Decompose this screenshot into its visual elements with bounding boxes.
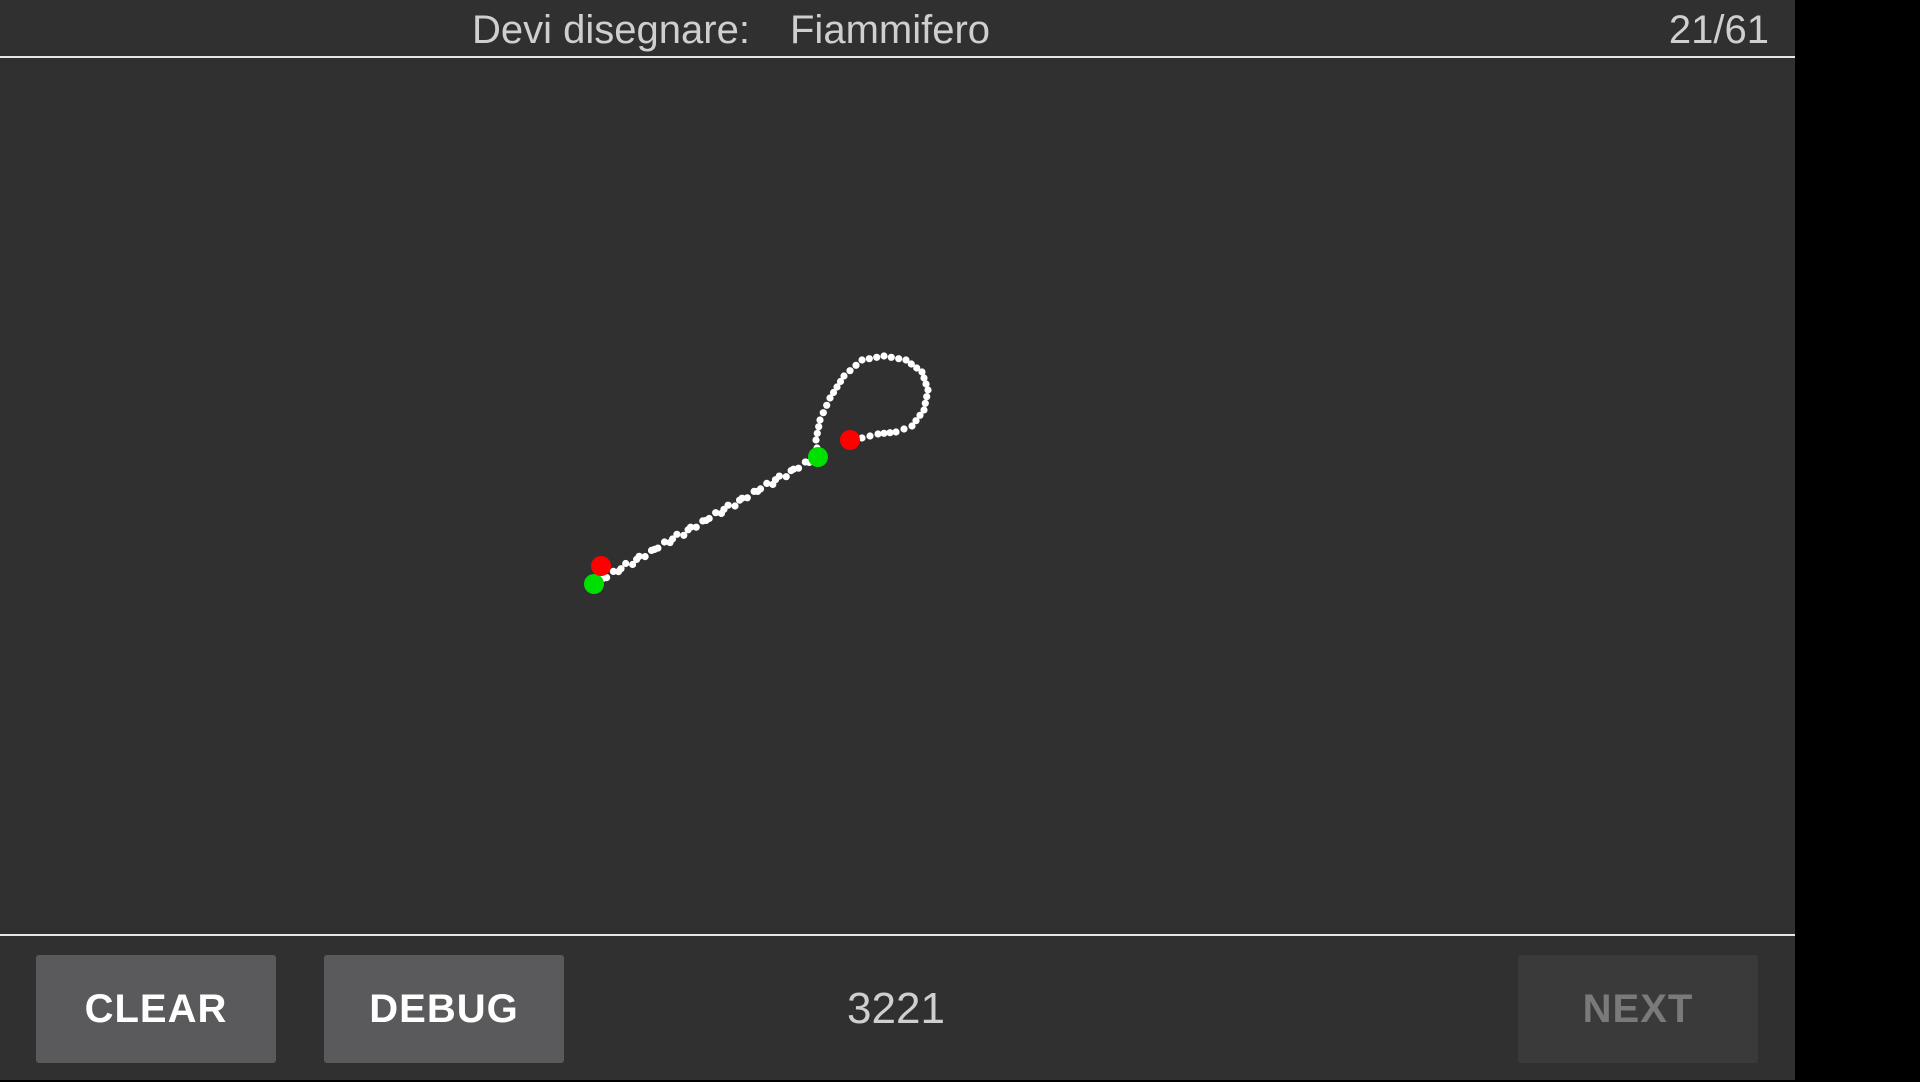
app-window: Devi disegnare: Fiammifero 21/61 CLEAR D… [0, 0, 1795, 1080]
stroke-dot [865, 355, 873, 363]
stroke-end-marker [591, 556, 611, 576]
stroke-dot [880, 429, 888, 437]
stroke-dot [858, 434, 866, 442]
stroke-dot [815, 423, 823, 431]
stroke-dot [673, 530, 681, 538]
stroke-dot [866, 432, 874, 440]
stroke-dot [775, 472, 783, 480]
stroke-start-marker [584, 574, 604, 594]
stroke-dot [874, 430, 882, 438]
stroke-dot [900, 425, 908, 433]
stroke-dot [913, 364, 921, 372]
stroke-dot [738, 494, 746, 502]
stroke-end-marker [840, 430, 860, 450]
stroke-dot [923, 393, 931, 401]
stroke-dot [731, 502, 739, 510]
stroke-dot [829, 388, 838, 397]
clear-button[interactable]: CLEAR [36, 955, 276, 1063]
stroke-dot [782, 473, 790, 481]
stroke-dot [813, 429, 821, 437]
stroke-dot [680, 531, 688, 539]
stroke-dot [692, 523, 700, 531]
stroke-dot [794, 464, 803, 472]
stroke-dot [763, 479, 771, 487]
stroke-dot [641, 553, 649, 561]
stroke-dot [858, 356, 866, 364]
stroke-dot [629, 560, 637, 569]
stroke-dot [812, 436, 820, 444]
target-word: Fiammifero [790, 8, 991, 52]
footer-bar: CLEAR DEBUG 3221 NEXT [0, 934, 1795, 1082]
stroke-dot [826, 394, 834, 402]
stroke-dot [743, 494, 751, 502]
stroke-dot [880, 352, 888, 360]
stroke-dot [603, 574, 611, 582]
next-button: NEXT [1518, 955, 1758, 1063]
strokes-layer [584, 352, 932, 594]
stroke-dot [724, 501, 732, 509]
stroke-dot [916, 411, 924, 419]
stroke-dot [609, 567, 618, 575]
stroke-dot [907, 360, 915, 368]
stroke-dot [816, 416, 824, 424]
stroke-dot [846, 367, 854, 375]
stroke-dot [836, 377, 845, 386]
stroke-dot [892, 428, 900, 436]
stroke-dot [635, 552, 643, 560]
stroke-dot [668, 535, 677, 543]
stroke-dot [622, 559, 630, 568]
drawing-canvas[interactable] [0, 58, 1795, 934]
stroke-dot [912, 417, 920, 425]
stroke-dot [654, 544, 662, 552]
stroke-dot [920, 374, 928, 382]
stroke-dot [756, 485, 765, 493]
stroke-dot [886, 429, 894, 437]
header-bar: Devi disegnare: Fiammifero 21/61 [0, 0, 1795, 58]
stroke-dot [918, 368, 926, 376]
stroke-dot [819, 409, 827, 417]
stroke-dot [687, 523, 695, 531]
progress-counter: 21/61 [1668, 8, 1769, 52]
prompt-label: Devi disegnare: [472, 8, 750, 52]
stroke-dot [924, 386, 932, 394]
stroke-dot [705, 514, 713, 523]
score-value: 3221 [847, 984, 945, 1033]
stroke-dot [833, 383, 841, 391]
stroke-dot [617, 565, 625, 573]
stroke-dot [712, 509, 720, 517]
stroke-dot [840, 372, 848, 380]
stroke-dot [902, 356, 910, 364]
stroke-dot [920, 406, 928, 414]
stroke-start-marker [808, 447, 828, 467]
drawing-surface [584, 352, 932, 594]
stroke-dot [887, 353, 895, 361]
stroke-dot [660, 538, 669, 546]
stroke-dot [823, 401, 831, 409]
stroke-dot [922, 380, 930, 388]
stroke-dot [921, 399, 929, 407]
stroke-dot [873, 353, 881, 361]
stroke-dot [908, 422, 916, 430]
stroke-dot [852, 361, 860, 369]
debug-button[interactable]: DEBUG [324, 955, 564, 1063]
stroke-dot [895, 355, 903, 363]
